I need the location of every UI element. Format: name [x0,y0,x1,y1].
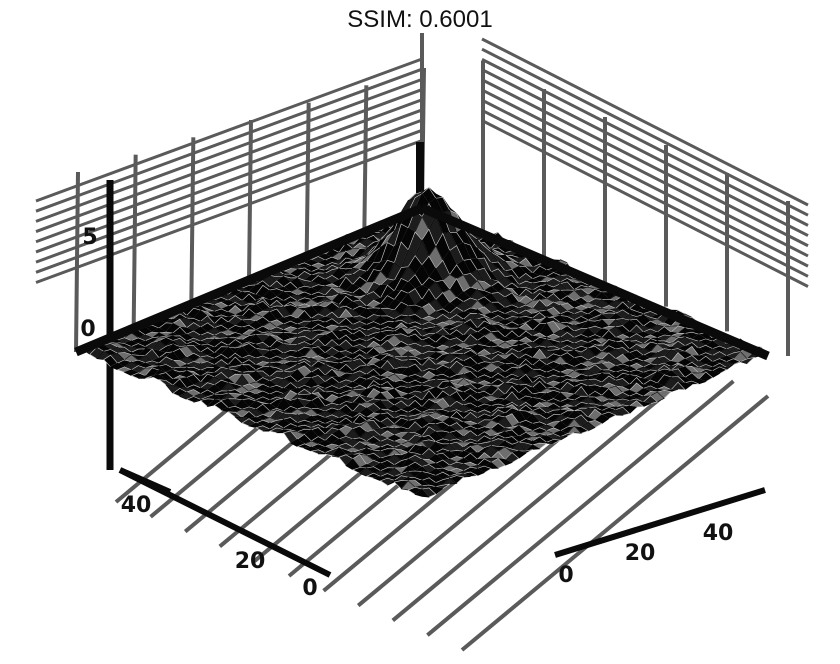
back-grid [35,33,809,652]
back-grid-line-right [481,47,809,217]
floor-grid-line [460,394,770,652]
back-grid-line-right [481,68,809,237]
vertical-grid-line-left [74,171,80,353]
back-grid-line-left [35,88,423,233]
back-grid-line-left [35,67,423,213]
floor-grid-line [391,364,701,622]
tick-labels: 5 0 40 20 0 40 20 0 [80,225,733,601]
surface [75,187,769,498]
x-tick-label: 40 [121,493,152,518]
back-grid-line-right [481,108,809,278]
back-grid-line-left [35,128,423,274]
z-tick-label: 5 [82,225,97,250]
back-grid-line-left [35,98,423,244]
vertical-grid-line-left [362,85,369,233]
x-tick-label: 0 [302,576,317,601]
back-grid-line-left [35,118,423,264]
surface-edge-back-left [74,203,424,357]
surface-edge-back-right [420,203,770,361]
x-axis-line-segment [118,467,172,495]
back-grid-line-right [481,58,809,227]
back-grid-line-left [35,139,423,284]
x-tick-label: 20 [235,549,266,574]
y-axis-line [554,487,766,558]
surface-cell [414,488,430,498]
back-grid-line-left [35,77,423,223]
front-axes [74,203,770,578]
vertical-grid-line-left [247,119,253,281]
z-tick-label: 0 [80,317,95,342]
y-tick-label: 0 [558,563,573,588]
back-grid-line-right [481,119,809,288]
y-tick-label: 20 [625,541,656,566]
y-tick-label: 40 [703,521,734,546]
back-grid-line-right [481,37,809,207]
back-grid-line-right [481,88,809,258]
vertical-grid-line-left [189,137,196,305]
back-grid-line-right [481,98,809,268]
vertical-grid-line-left [131,154,138,329]
floor-grid-line [426,379,735,637]
back-grid-line-left [35,108,423,254]
chart-title: SSIM: 0.6001 [347,6,493,33]
back-grid-line-right [481,78,809,248]
vertical-grid-line-left [304,102,311,257]
back-grid-line-left [35,57,423,203]
